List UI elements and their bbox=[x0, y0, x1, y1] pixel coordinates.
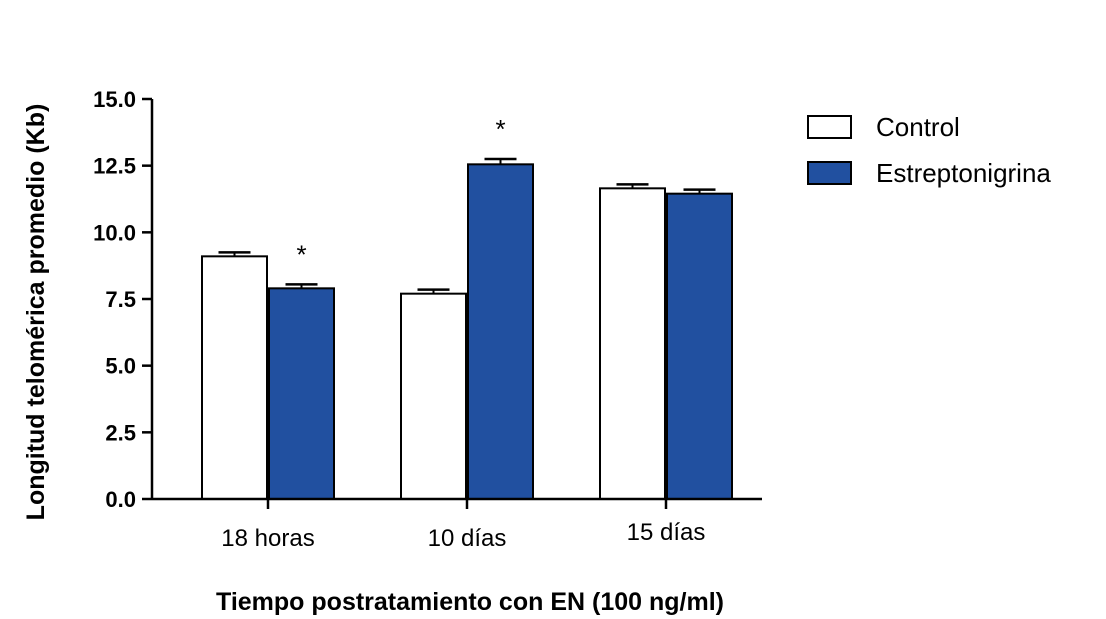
legend-label: Control bbox=[876, 112, 960, 142]
y-tick-label: 15.0 bbox=[93, 87, 136, 112]
y-axis-title: Longitud telomérica promedio (Kb) bbox=[22, 104, 50, 521]
y-tick-label: 12.5 bbox=[93, 154, 136, 179]
y-axis: 0.0 2.5 5.0 7.5 10.0 12.5 15.0 bbox=[93, 87, 154, 512]
bar-control bbox=[599, 187, 666, 500]
y-tick-label: 5.0 bbox=[105, 354, 136, 379]
legend-label: Estreptonigrina bbox=[876, 158, 1051, 188]
legend-swatch bbox=[807, 161, 852, 185]
legend: Control Estreptonigrina bbox=[807, 112, 1051, 188]
significance-mark: * bbox=[296, 239, 306, 269]
y-tick-label: 2.5 bbox=[105, 420, 136, 445]
legend-swatch bbox=[807, 115, 852, 139]
x-tick-label: 10 días bbox=[428, 525, 507, 552]
y-tick-label: 7.5 bbox=[105, 287, 136, 312]
x-tick-label: 18 horas bbox=[221, 525, 314, 552]
bars: ** bbox=[201, 114, 733, 501]
significance-mark: * bbox=[495, 114, 505, 144]
bar-control bbox=[400, 292, 467, 500]
bar-estreptonigrina bbox=[666, 192, 733, 501]
x-axis-title: Tiempo postratamiento con EN (100 ng/ml) bbox=[216, 588, 724, 616]
y-tick-label: 10.0 bbox=[93, 220, 136, 245]
y-tick-label: 0.0 bbox=[105, 487, 136, 512]
bar-estreptonigrina bbox=[467, 163, 534, 500]
x-axis: 18 horas 10 días 15 días bbox=[152, 497, 762, 552]
bar-control bbox=[201, 255, 268, 501]
x-tick-label: 15 días bbox=[627, 519, 706, 546]
bar-estreptonigrina bbox=[268, 287, 335, 501]
